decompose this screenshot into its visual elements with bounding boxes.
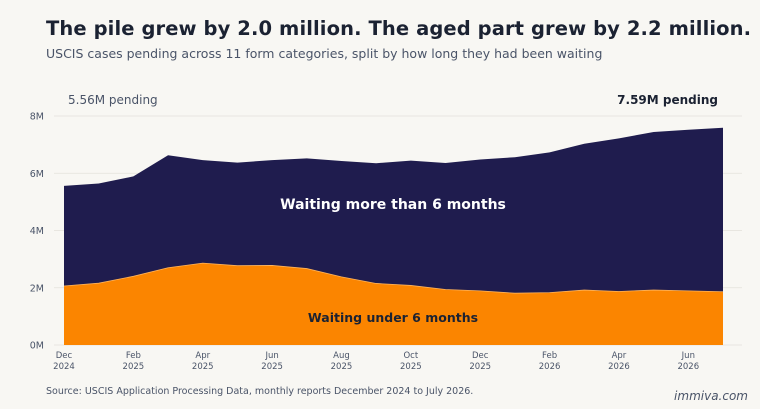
series-label-over-6-months: Waiting more than 6 months: [280, 197, 506, 213]
x-tick-label-month: Feb: [542, 351, 557, 361]
x-tick-label-month: Dec: [56, 351, 73, 361]
y-tick-label: 2M: [30, 283, 44, 294]
source-note: Source: USCIS Application Processing Dat…: [46, 386, 474, 397]
x-tick-label-month: Apr: [195, 351, 210, 361]
annotation-end-total: 7.59M pending: [617, 93, 718, 107]
area-series-over-6-months: [64, 127, 723, 294]
x-tick-label-year: 2024: [53, 362, 75, 372]
x-tick-label-month: Feb: [126, 351, 141, 361]
series-boundary-line: [63, 262, 724, 294]
x-tick-label-month: Jun: [681, 351, 695, 361]
area-series-under-6-months: [64, 263, 723, 345]
x-tick-label-month: Jun: [264, 351, 278, 361]
y-tick-label: 4M: [30, 226, 44, 237]
series-label-under-6-months: Waiting under 6 months: [308, 310, 478, 325]
y-tick-label: 6M: [30, 169, 44, 180]
brand-watermark: immiva.com: [674, 389, 748, 403]
annotation-start-total: 5.56M pending: [68, 93, 158, 107]
chart-subtitle: USCIS cases pending across 11 form categ…: [46, 46, 603, 61]
x-tick-label-year: 2025: [123, 362, 145, 372]
x-tick-label-month: Oct: [403, 351, 418, 361]
x-tick-label-month: Apr: [612, 351, 627, 361]
x-tick-label-year: 2025: [331, 362, 353, 372]
y-tick-label: 0M: [30, 341, 44, 352]
x-tick-label-year: 2026: [677, 362, 699, 372]
x-tick-label-year: 2026: [608, 362, 630, 372]
chart-title: The pile grew by 2.0 million. The aged p…: [46, 17, 752, 40]
x-tick-label-year: 2025: [469, 362, 491, 372]
x-tick-label-month: Aug: [333, 351, 350, 361]
x-tick-label-year: 2025: [192, 362, 214, 372]
x-tick-label-year: 2025: [400, 362, 422, 372]
x-tick-label-month: Dec: [472, 351, 489, 361]
y-tick-label: 8M: [30, 112, 44, 123]
x-tick-label-year: 2025: [261, 362, 283, 372]
x-tick-label-year: 2026: [539, 362, 561, 372]
